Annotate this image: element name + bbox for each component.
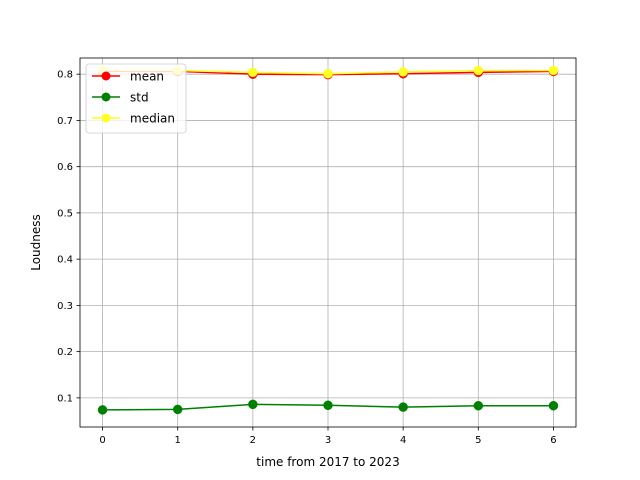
- x-tick-label: 6: [550, 435, 556, 446]
- y-tick-label: 0.8: [57, 70, 73, 81]
- std-point: [473, 400, 484, 411]
- legend: mean std median: [85, 63, 187, 134]
- legend-item-median: median: [92, 112, 175, 126]
- x-tick-label: 3: [325, 435, 331, 446]
- x-axis-label: time from 2017 to 2023: [256, 455, 399, 469]
- x-tick-label: 2: [250, 435, 256, 446]
- median-point: [398, 67, 408, 77]
- legend-label-mean: mean: [130, 70, 164, 84]
- x-tick-label: 5: [475, 435, 481, 446]
- std-point: [323, 400, 333, 411]
- legend-box: [85, 63, 187, 134]
- legend-item-std: std: [92, 91, 149, 105]
- std-point: [97, 405, 108, 415]
- legend-marker-median: [101, 113, 111, 123]
- legend-marker-std: [101, 92, 111, 102]
- median-point: [248, 67, 258, 78]
- x-tick-label: 1: [175, 435, 181, 446]
- y-tick-label: 0.7: [57, 116, 73, 127]
- median-point: [323, 68, 333, 79]
- y-tick-label: 0.5: [57, 208, 73, 219]
- legend-item-mean: mean: [92, 70, 164, 84]
- legend-marker-mean: [101, 71, 111, 81]
- y-axis-label: Loudness: [29, 214, 43, 271]
- y-tick-label: 0.1: [57, 393, 73, 404]
- legend-label-std: std: [130, 91, 149, 105]
- y-tick-label: 0.4: [57, 255, 73, 266]
- median-point: [548, 65, 559, 76]
- std-point: [398, 402, 408, 412]
- y-tick-label: 0.3: [57, 301, 73, 312]
- axis-ticks: 0 1 2 3 4 5 6 0.1 0.2 0.3 0.4 0.5 0.6 0.7 0.8: [57, 70, 557, 446]
- std-point: [172, 404, 183, 415]
- median-point: [473, 65, 484, 76]
- x-tick-label: 0: [99, 435, 105, 446]
- y-tick-label: 0.6: [57, 162, 73, 173]
- std-point: [548, 400, 559, 411]
- series-std: [97, 399, 559, 415]
- x-tick-label: 4: [400, 435, 406, 446]
- std-point: [248, 399, 258, 410]
- y-tick-label: 0.2: [57, 347, 73, 358]
- legend-label-median: median: [130, 112, 175, 126]
